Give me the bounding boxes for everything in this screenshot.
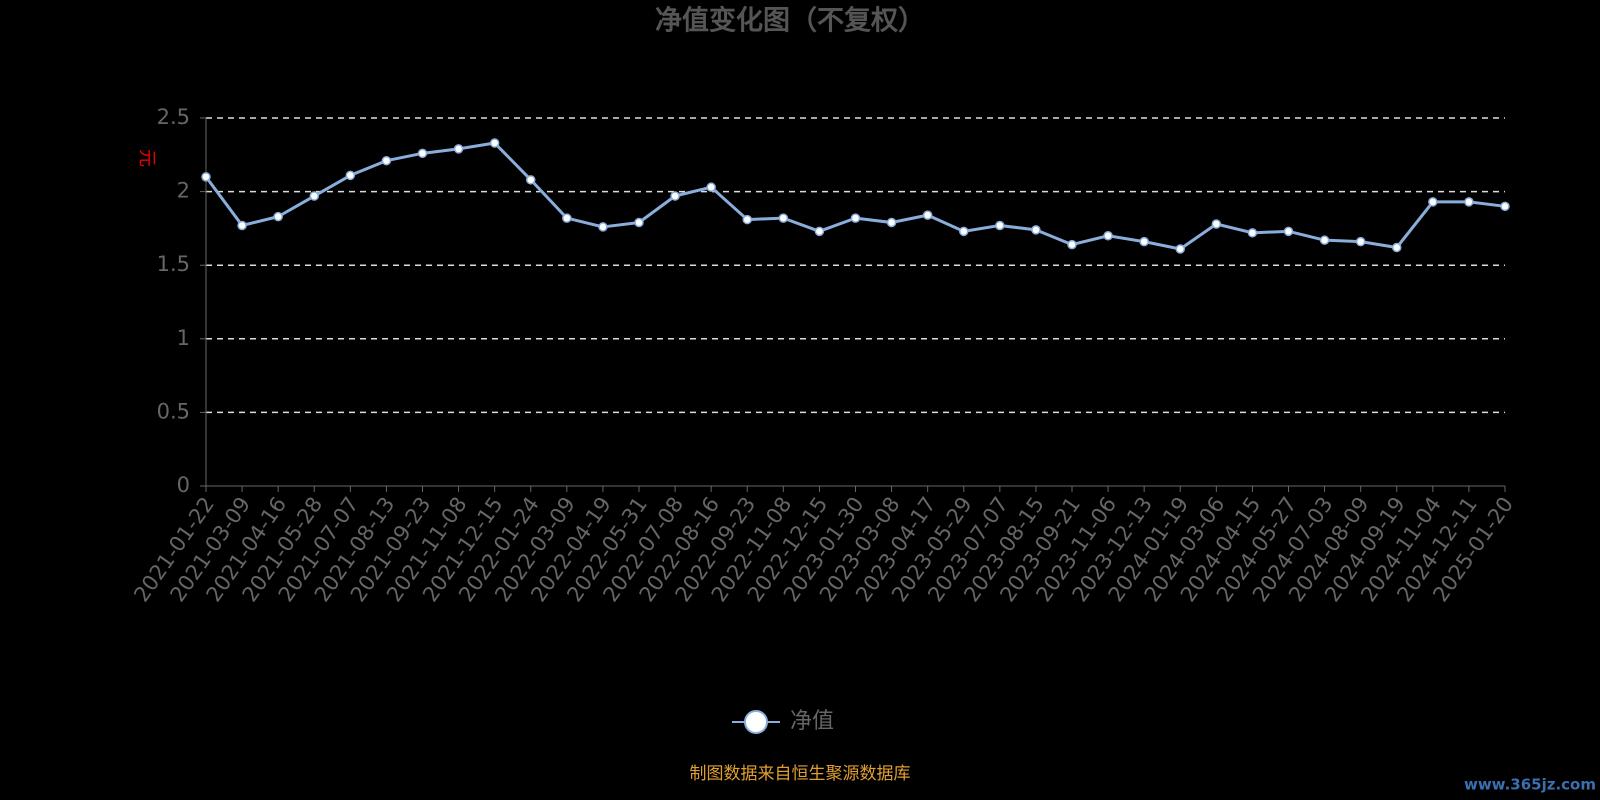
point: [706, 182, 716, 192]
point: [273, 211, 283, 222]
watermark: www.365jz.com: [1464, 776, 1596, 794]
point: [1211, 219, 1222, 229]
point: [237, 220, 247, 231]
point: [1392, 242, 1402, 253]
point: [959, 226, 969, 237]
point: [1247, 228, 1258, 238]
point: [1139, 236, 1149, 247]
point: [1103, 231, 1113, 241]
point: [1175, 244, 1185, 254]
point: [850, 213, 861, 223]
point: [886, 217, 897, 228]
point: [309, 191, 319, 201]
point: [489, 138, 500, 148]
point: [814, 226, 825, 237]
y-tick-label: 0.5: [157, 399, 190, 423]
chart-title: 净值变化图（不复权）: [655, 5, 925, 37]
point: [1428, 197, 1438, 207]
legend-marker: [744, 710, 768, 734]
y-tick-label: 1.5: [157, 252, 190, 276]
point: [381, 155, 392, 166]
point: [562, 213, 572, 223]
point: [995, 220, 1005, 231]
footer: 制图数据来自恒生聚源数据库: [690, 764, 911, 784]
point: [526, 175, 536, 185]
point: [1500, 201, 1510, 212]
point: [922, 210, 933, 220]
point: [201, 172, 211, 182]
y-axis-label: 元: [136, 149, 157, 167]
point: [1283, 226, 1294, 237]
point: [345, 170, 356, 181]
point: [1319, 235, 1330, 245]
point: [742, 214, 752, 225]
point: [670, 191, 680, 201]
point: [1031, 225, 1041, 235]
point: [417, 148, 428, 159]
y-tick-label: 2: [177, 179, 190, 203]
y-tick-label: 0: [177, 473, 190, 497]
point: [634, 217, 644, 228]
point: [1464, 197, 1474, 207]
y-tick-label: 2.5: [157, 105, 190, 129]
legend-label: 净值: [790, 709, 834, 734]
point: [1067, 239, 1077, 250]
point: [453, 144, 464, 154]
point: [598, 222, 608, 232]
point: [778, 213, 789, 223]
y-tick-label: 1: [177, 326, 190, 350]
point: [1355, 236, 1366, 247]
